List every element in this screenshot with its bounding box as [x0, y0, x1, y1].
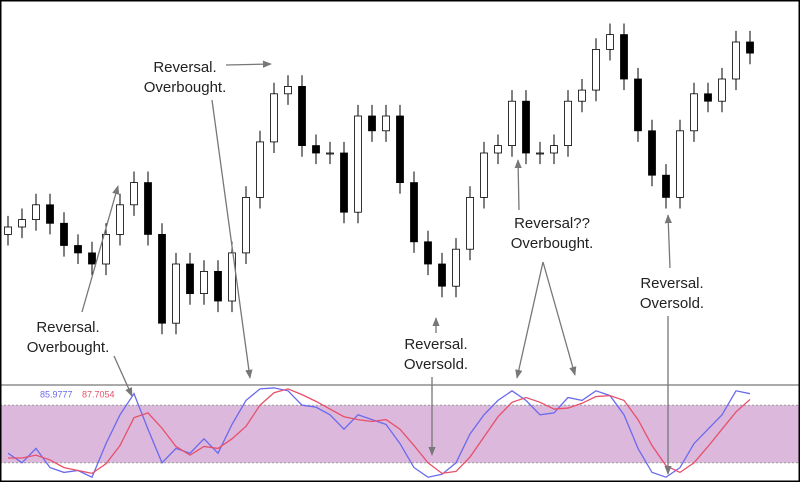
- annotation: Oversold.: [404, 356, 468, 373]
- candle-body: [480, 152, 488, 198]
- stochastic-line: [8, 388, 751, 475]
- candle-body: [396, 115, 404, 183]
- arrow: [211, 99, 253, 379]
- candle-body: [326, 152, 334, 155]
- annotation: Reversal.: [404, 336, 467, 353]
- candle-body: [676, 130, 684, 198]
- candle-body: [466, 196, 474, 250]
- arrow: [515, 261, 544, 379]
- annotation: Overbought.: [144, 79, 227, 96]
- candle-body: [116, 204, 124, 235]
- annotation: Overbought.: [511, 235, 594, 252]
- candle-body: [522, 100, 530, 154]
- arrow: [664, 214, 672, 269]
- annotation: Oversold.: [640, 295, 704, 312]
- annotation: Overbought.: [27, 339, 110, 356]
- candle-body: [620, 34, 628, 80]
- candle-body: [508, 100, 516, 146]
- candle-body: [564, 100, 572, 146]
- candle-body: [144, 182, 152, 235]
- annotation-arrows: [81, 60, 672, 475]
- candle-body: [382, 115, 390, 132]
- candle-body: [88, 252, 96, 265]
- candle-body: [228, 252, 236, 302]
- annotation: Reversal.: [640, 275, 703, 292]
- candle-body: [662, 174, 670, 198]
- candle-body: [74, 245, 82, 254]
- candle-body: [130, 182, 138, 206]
- candle-body: [634, 78, 642, 132]
- candle-body: [648, 130, 656, 176]
- candle-body: [438, 263, 446, 287]
- arrow: [542, 261, 577, 376]
- oscillator-panel: 85.9777 87.7054: [0, 387, 800, 479]
- candle-body: [186, 263, 194, 295]
- candle-body: [270, 93, 278, 143]
- candle-body: [158, 233, 166, 324]
- arrow: [81, 185, 120, 313]
- candle-body: [536, 152, 544, 155]
- candle-body: [46, 204, 54, 224]
- candle-body: [732, 41, 740, 80]
- candle-body: [424, 241, 432, 265]
- candle-body: [18, 219, 26, 228]
- candle-body: [368, 115, 376, 132]
- indicator-readout: 87.7054: [82, 389, 115, 399]
- candle-body: [354, 115, 362, 213]
- candle-body: [578, 89, 586, 102]
- candle-body: [410, 182, 418, 243]
- annotation: Reversal??: [514, 215, 590, 232]
- candle-body: [312, 145, 320, 154]
- candle-body: [452, 248, 460, 287]
- indicator-readout: 85.9777: [40, 389, 73, 399]
- candle-body: [284, 86, 292, 95]
- price-panel: [4, 23, 754, 335]
- candle-body: [200, 270, 208, 294]
- candle-body: [494, 145, 502, 154]
- candle-body: [102, 233, 110, 265]
- overbought-oversold-band: [0, 405, 800, 463]
- candle-body: [242, 196, 250, 254]
- arrow: [113, 355, 133, 397]
- candle-body: [550, 145, 558, 154]
- candle-body: [172, 263, 180, 324]
- candle-body: [690, 93, 698, 132]
- candle-body: [32, 204, 40, 221]
- candle-body: [60, 222, 68, 246]
- candle-body: [606, 34, 614, 50]
- candle-body: [746, 41, 754, 54]
- candle-body: [256, 141, 264, 198]
- arrow: [514, 159, 522, 211]
- candle-body: [718, 78, 726, 102]
- candle-body: [4, 226, 12, 235]
- candle-body: [340, 152, 348, 213]
- annotation: Reversal.: [153, 59, 216, 76]
- candle-body: [592, 49, 600, 91]
- candle-body: [214, 270, 222, 302]
- annotations: Reversal. Overbought. Reversal. Overbought.…: [27, 59, 704, 373]
- arrow: [225, 60, 272, 68]
- stochastic-line: [7, 387, 751, 479]
- candle-body: [704, 93, 712, 102]
- candle-body: [298, 86, 306, 147]
- annotation: Reversal.: [36, 319, 99, 336]
